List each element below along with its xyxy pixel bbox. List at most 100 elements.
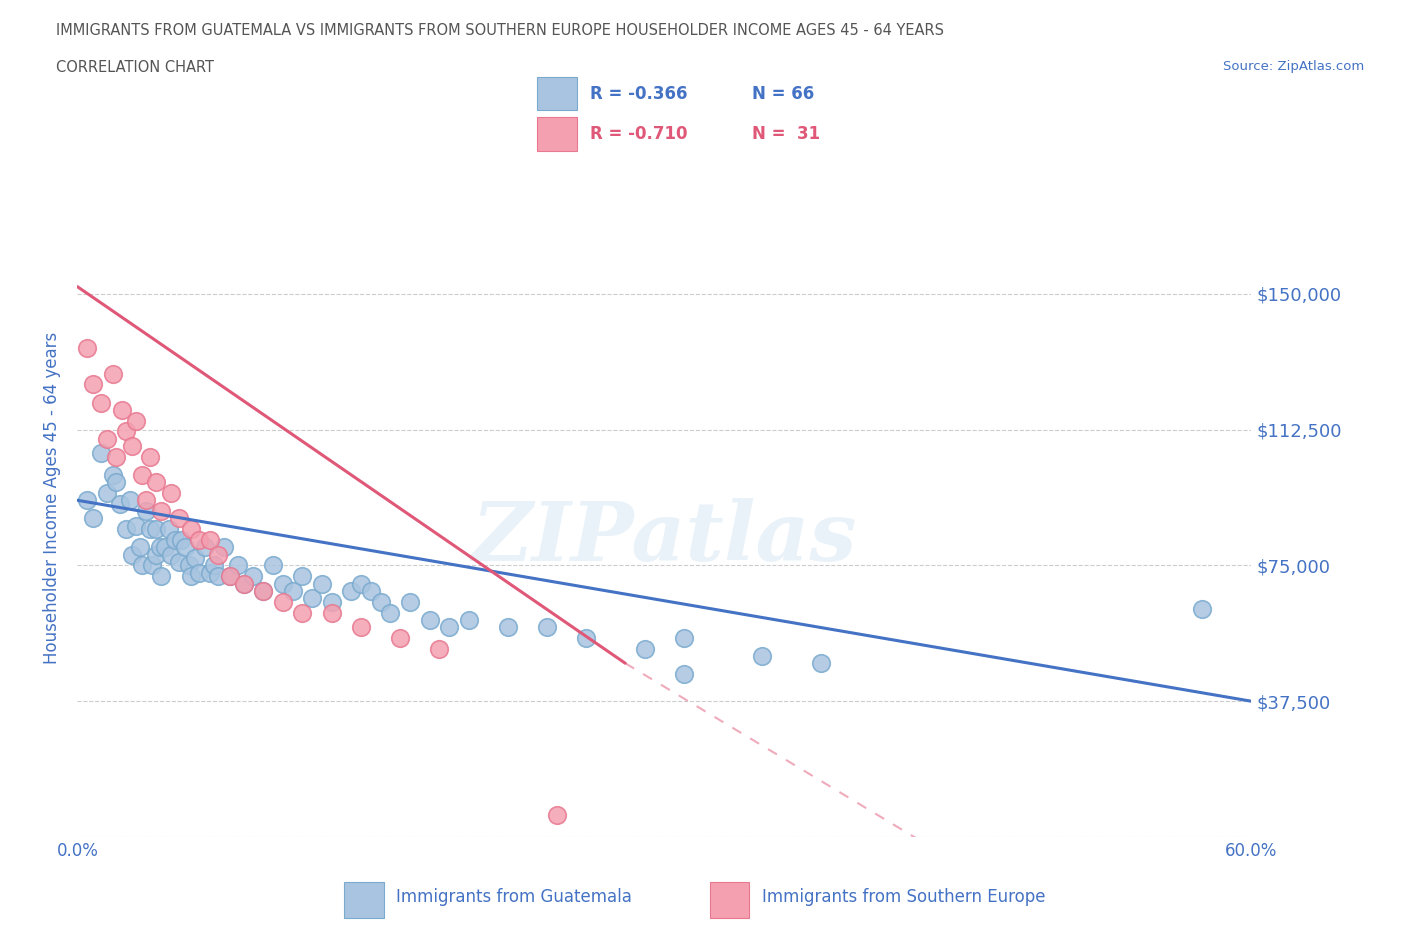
Point: [121, 439, 143, 454]
Point: [370, 594, 392, 609]
Point: [145, 522, 167, 537]
Point: [90, 395, 112, 410]
Point: [90, 445, 112, 460]
Point: [207, 569, 229, 584]
Point: [672, 667, 695, 682]
Point: [271, 594, 294, 609]
Point: [202, 558, 225, 573]
Point: [125, 518, 148, 533]
Point: [105, 449, 128, 464]
Bar: [344, 883, 384, 918]
Point: [125, 413, 148, 428]
Point: [321, 594, 343, 609]
Point: [252, 583, 274, 598]
Point: [271, 576, 294, 591]
Point: [145, 474, 167, 489]
Point: [187, 533, 209, 548]
Point: [110, 497, 132, 512]
Point: [380, 605, 402, 620]
Point: [536, 619, 558, 634]
Point: [200, 533, 222, 548]
Point: [437, 619, 460, 634]
Point: [212, 540, 235, 555]
Point: [167, 511, 190, 525]
Point: [183, 551, 207, 565]
Point: [76, 493, 98, 508]
Point: [121, 547, 143, 562]
Point: [138, 522, 160, 537]
Bar: [537, 117, 576, 151]
Point: [187, 565, 209, 580]
Point: [350, 576, 373, 591]
Point: [232, 576, 254, 591]
Point: [150, 569, 173, 584]
Point: [138, 449, 160, 464]
Point: [82, 377, 104, 392]
Point: [634, 642, 657, 657]
Point: [321, 605, 343, 620]
Text: Source: ZipAtlas.com: Source: ZipAtlas.com: [1223, 60, 1364, 73]
Point: [131, 468, 153, 483]
Point: [427, 642, 450, 657]
Point: [546, 808, 568, 823]
Point: [165, 533, 187, 548]
Point: [101, 366, 124, 381]
Point: [219, 569, 242, 584]
Point: [1191, 602, 1213, 617]
Point: [575, 631, 598, 645]
Text: N = 66: N = 66: [752, 85, 814, 102]
Point: [180, 569, 202, 584]
Point: [96, 432, 118, 446]
Point: [291, 605, 314, 620]
Point: [672, 631, 695, 645]
Point: [180, 522, 202, 537]
Point: [457, 612, 479, 627]
Point: [281, 583, 304, 598]
Point: [115, 522, 138, 537]
Point: [105, 474, 128, 489]
Point: [262, 558, 284, 573]
Point: [170, 533, 193, 548]
Point: [141, 558, 163, 573]
Point: [496, 619, 519, 634]
Bar: [710, 883, 749, 918]
Point: [82, 511, 104, 525]
Point: [160, 485, 183, 500]
Text: R = -0.366: R = -0.366: [591, 85, 688, 102]
Point: [389, 631, 412, 645]
Point: [751, 648, 773, 663]
Text: ZIPatlas: ZIPatlas: [471, 498, 858, 578]
Point: [350, 619, 373, 634]
Point: [207, 547, 229, 562]
Point: [340, 583, 363, 598]
Point: [150, 504, 173, 519]
Point: [177, 558, 200, 573]
Point: [135, 504, 157, 519]
Point: [810, 656, 832, 671]
Point: [399, 594, 422, 609]
Point: [160, 547, 183, 562]
Point: [120, 493, 142, 508]
Point: [219, 569, 242, 584]
Point: [419, 612, 441, 627]
Point: [115, 424, 138, 439]
Point: [311, 576, 333, 591]
Point: [226, 558, 249, 573]
Point: [135, 493, 157, 508]
Point: [76, 340, 98, 355]
Point: [174, 540, 197, 555]
Text: IMMIGRANTS FROM GUATEMALA VS IMMIGRANTS FROM SOUTHERN EUROPE HOUSEHOLDER INCOME : IMMIGRANTS FROM GUATEMALA VS IMMIGRANTS …: [56, 23, 945, 38]
Point: [145, 547, 167, 562]
Point: [193, 540, 215, 555]
Point: [291, 569, 314, 584]
Point: [148, 540, 170, 555]
Point: [129, 540, 152, 555]
Point: [96, 485, 118, 500]
Bar: [537, 77, 576, 111]
Text: CORRELATION CHART: CORRELATION CHART: [56, 60, 214, 75]
Point: [252, 583, 274, 598]
Text: Immigrants from Guatemala: Immigrants from Guatemala: [396, 888, 633, 907]
Text: Immigrants from Southern Europe: Immigrants from Southern Europe: [762, 888, 1046, 907]
Text: R = -0.710: R = -0.710: [591, 126, 688, 143]
Point: [101, 468, 124, 483]
